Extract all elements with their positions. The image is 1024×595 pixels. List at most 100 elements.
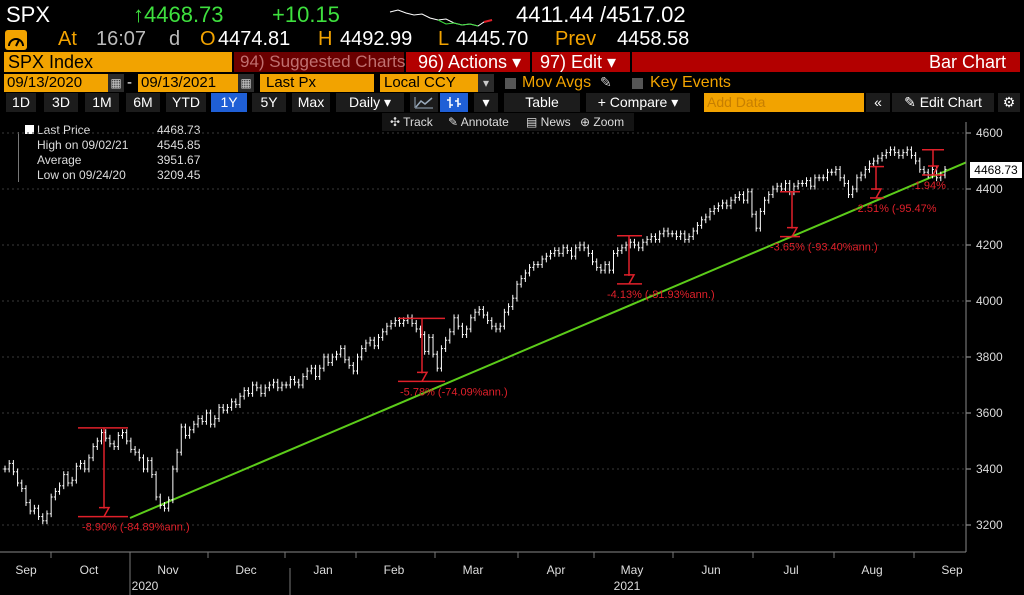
open-label: O (200, 28, 216, 50)
news-icon: ▤ (526, 115, 541, 129)
prev-label: Prev (555, 28, 597, 50)
y-tick-label: 4000 (976, 294, 1003, 308)
actions-label: 96) Actions (418, 52, 508, 72)
x-tick-label: May (621, 563, 644, 577)
compare-label: + Compare (597, 94, 668, 110)
currency-select[interactable]: Local CCY (380, 74, 478, 92)
end-date-input[interactable]: 09/13/2021 (138, 74, 238, 92)
y-tick-label: 4400 (976, 182, 1003, 196)
period-1y[interactable]: 1Y (211, 93, 247, 112)
legend-label: High on 09/02/21 (37, 138, 129, 152)
drawdown-arrow (624, 274, 636, 285)
low-value: 4445.70 (456, 28, 529, 50)
last-price-tag-value: 4468.73 (974, 163, 1018, 177)
x-tick-label: Sep (15, 563, 37, 577)
edit-menu[interactable]: 97) Edit ▾ (532, 52, 630, 72)
field-select[interactable]: Last Px (260, 74, 374, 92)
gauge-icon[interactable] (5, 30, 27, 50)
currency-select-value: Local CCY (384, 74, 456, 91)
x-tick-label: Sep (941, 563, 963, 577)
period-3d[interactable]: 3D (44, 93, 78, 112)
x-tick-label: Feb (384, 563, 405, 577)
period-ytd[interactable]: YTD (166, 93, 206, 112)
x-tick-label: Dec (235, 563, 256, 577)
news-tool[interactable]: ▤ News (526, 113, 571, 131)
period-label: 6M (133, 94, 153, 110)
collapse-icon[interactable]: « (866, 93, 890, 112)
security-symbol: SPX (6, 2, 51, 27)
day-range: 4411.44 /4517.02 (516, 2, 686, 27)
table-label: Table (525, 94, 559, 110)
edit-chart-button[interactable]: ✎ Edit Chart (892, 93, 994, 112)
legend-value: 3209.45 (157, 168, 201, 182)
price-chart[interactable]: -8.90% (-84.89%ann.) -5.78% (-74.09%ann.)… (0, 112, 1024, 595)
drawdown-arrow (99, 506, 111, 517)
suggested-charts-label: 94) Suggested Charts (240, 52, 406, 71)
frequency-label: Daily (348, 94, 381, 110)
period-5y[interactable]: 5Y (252, 93, 286, 112)
y-tick-label: 3200 (976, 518, 1003, 532)
news-label: News (540, 115, 571, 129)
last-price-tag: 4468.73 (970, 162, 1022, 178)
annotate-tool[interactable]: ✎ Annotate (448, 113, 509, 131)
y-tick-label: 3800 (976, 350, 1003, 364)
mov-avgs-checkbox[interactable] (505, 78, 516, 89)
key-events-checkbox[interactable] (632, 78, 643, 89)
edit-chart-label: Edit Chart (919, 94, 982, 110)
line-chart-icon[interactable] (410, 93, 438, 112)
end-date-value: 09/13/2021 (141, 74, 217, 91)
settings-icon[interactable]: ⚙ (998, 93, 1020, 112)
prev-value: 4458.58 (617, 28, 690, 50)
drawdown-arrow (417, 371, 429, 382)
y-tick-label: 4200 (976, 238, 1003, 252)
add-data-input[interactable]: Add Data (704, 93, 864, 112)
chevron-down-icon[interactable]: ▾ (474, 93, 498, 112)
chevron-down-icon: ▾ (507, 52, 522, 72)
period-label: 1D (12, 94, 30, 110)
legend-swatch (25, 125, 34, 134)
drawdown-arrow (871, 188, 883, 199)
calendar-icon[interactable]: ▦ (108, 74, 124, 92)
edit-label: 97) Edit (540, 52, 603, 72)
start-date-input[interactable]: 09/13/2020 (4, 74, 108, 92)
x-tick-label: Nov (157, 563, 178, 577)
security-field[interactable]: SPX Index (4, 52, 232, 72)
bar-chart-icon[interactable] (440, 93, 468, 112)
period-label: Max (297, 94, 325, 110)
chart-type-bar[interactable]: Bar Chart (632, 52, 1020, 72)
x-tick-label: Apr (547, 563, 566, 577)
table-button[interactable]: Table (504, 93, 580, 112)
annotate-label: Annotate (460, 115, 509, 129)
calendar-icon[interactable]: ▦ (238, 74, 254, 92)
frequency-select[interactable]: Daily ▾ (336, 93, 404, 112)
intraday-sparkline (389, 9, 493, 27)
net-change: +10.15 (272, 2, 340, 27)
last-price: ↑4468.73 (133, 2, 224, 27)
zoom-tool[interactable]: ⊕ Zoom (580, 113, 624, 131)
actions-menu[interactable]: 96) Actions ▾ (406, 52, 530, 72)
period-label: 1M (92, 94, 112, 110)
mov-avgs-label: Mov Avgs (522, 74, 592, 91)
drawdown-label: -2.51% (-95.47% (854, 203, 937, 215)
x-tick-label: Mar (463, 563, 484, 577)
year-label: 2021 (614, 579, 641, 593)
date-separator: - (127, 74, 132, 91)
chevron-down-icon: ▾ (671, 94, 679, 110)
period-max[interactable]: Max (292, 93, 330, 112)
period-1m[interactable]: 1M (85, 93, 119, 112)
chevron-down-icon[interactable]: ▾ (478, 74, 494, 92)
track-label: Track (403, 115, 433, 129)
quote-time: 16:07 (96, 28, 147, 50)
period-6m[interactable]: 6M (126, 93, 160, 112)
chevron-down-icon: ▾ (602, 52, 617, 72)
period-label: 1Y (220, 94, 238, 110)
legend-label: Low on 09/24/20 (37, 168, 126, 182)
period-1d[interactable]: 1D (6, 93, 36, 112)
compare-button[interactable]: + Compare ▾ (586, 93, 690, 112)
drawdown-label: -8.90% (-84.89%ann.) (82, 522, 190, 534)
track-tool[interactable]: ✣ Track (390, 113, 433, 131)
annotate-icon: ✎ (448, 115, 461, 129)
pencil-icon[interactable]: ✎ (600, 74, 612, 90)
add-data-placeholder: Add Data (707, 94, 766, 110)
suggested-charts-button[interactable]: 94) Suggested Charts (234, 52, 406, 72)
